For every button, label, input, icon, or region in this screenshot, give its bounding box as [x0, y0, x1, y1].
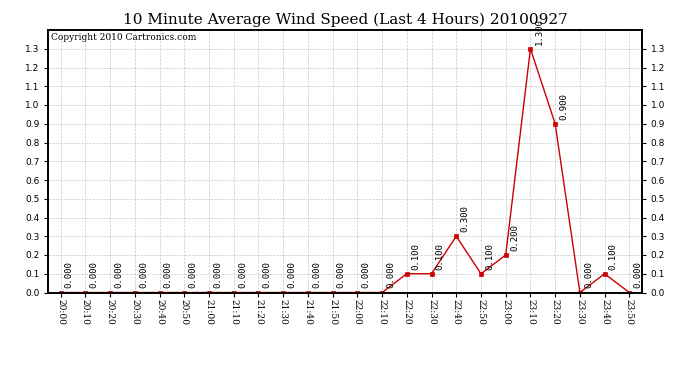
- Text: 0.000: 0.000: [188, 261, 197, 288]
- Text: 0.000: 0.000: [386, 261, 395, 288]
- Text: 0.900: 0.900: [560, 93, 569, 120]
- Text: Copyright 2010 Cartronics.com: Copyright 2010 Cartronics.com: [51, 33, 197, 42]
- Text: 0.100: 0.100: [485, 243, 494, 270]
- Title: 10 Minute Average Wind Speed (Last 4 Hours) 20100927: 10 Minute Average Wind Speed (Last 4 Hou…: [123, 13, 567, 27]
- Text: 0.000: 0.000: [633, 261, 642, 288]
- Text: 0.100: 0.100: [609, 243, 618, 270]
- Text: 1.300: 1.300: [535, 18, 544, 45]
- Text: 0.200: 0.200: [510, 224, 519, 251]
- Text: 0.000: 0.000: [337, 261, 346, 288]
- Text: 0.100: 0.100: [411, 243, 420, 270]
- Text: 0.000: 0.000: [263, 261, 272, 288]
- Text: 0.100: 0.100: [435, 243, 444, 270]
- Text: 0.300: 0.300: [460, 205, 469, 232]
- Text: 0.000: 0.000: [584, 261, 593, 288]
- Text: 0.000: 0.000: [139, 261, 148, 288]
- Text: 0.000: 0.000: [362, 261, 371, 288]
- Text: 0.000: 0.000: [115, 261, 124, 288]
- Text: 0.000: 0.000: [213, 261, 222, 288]
- Text: 0.000: 0.000: [164, 261, 172, 288]
- Text: 0.000: 0.000: [90, 261, 99, 288]
- Text: 0.000: 0.000: [287, 261, 296, 288]
- Text: 0.000: 0.000: [65, 261, 74, 288]
- Text: 0.000: 0.000: [238, 261, 247, 288]
- Text: 0.000: 0.000: [312, 261, 321, 288]
